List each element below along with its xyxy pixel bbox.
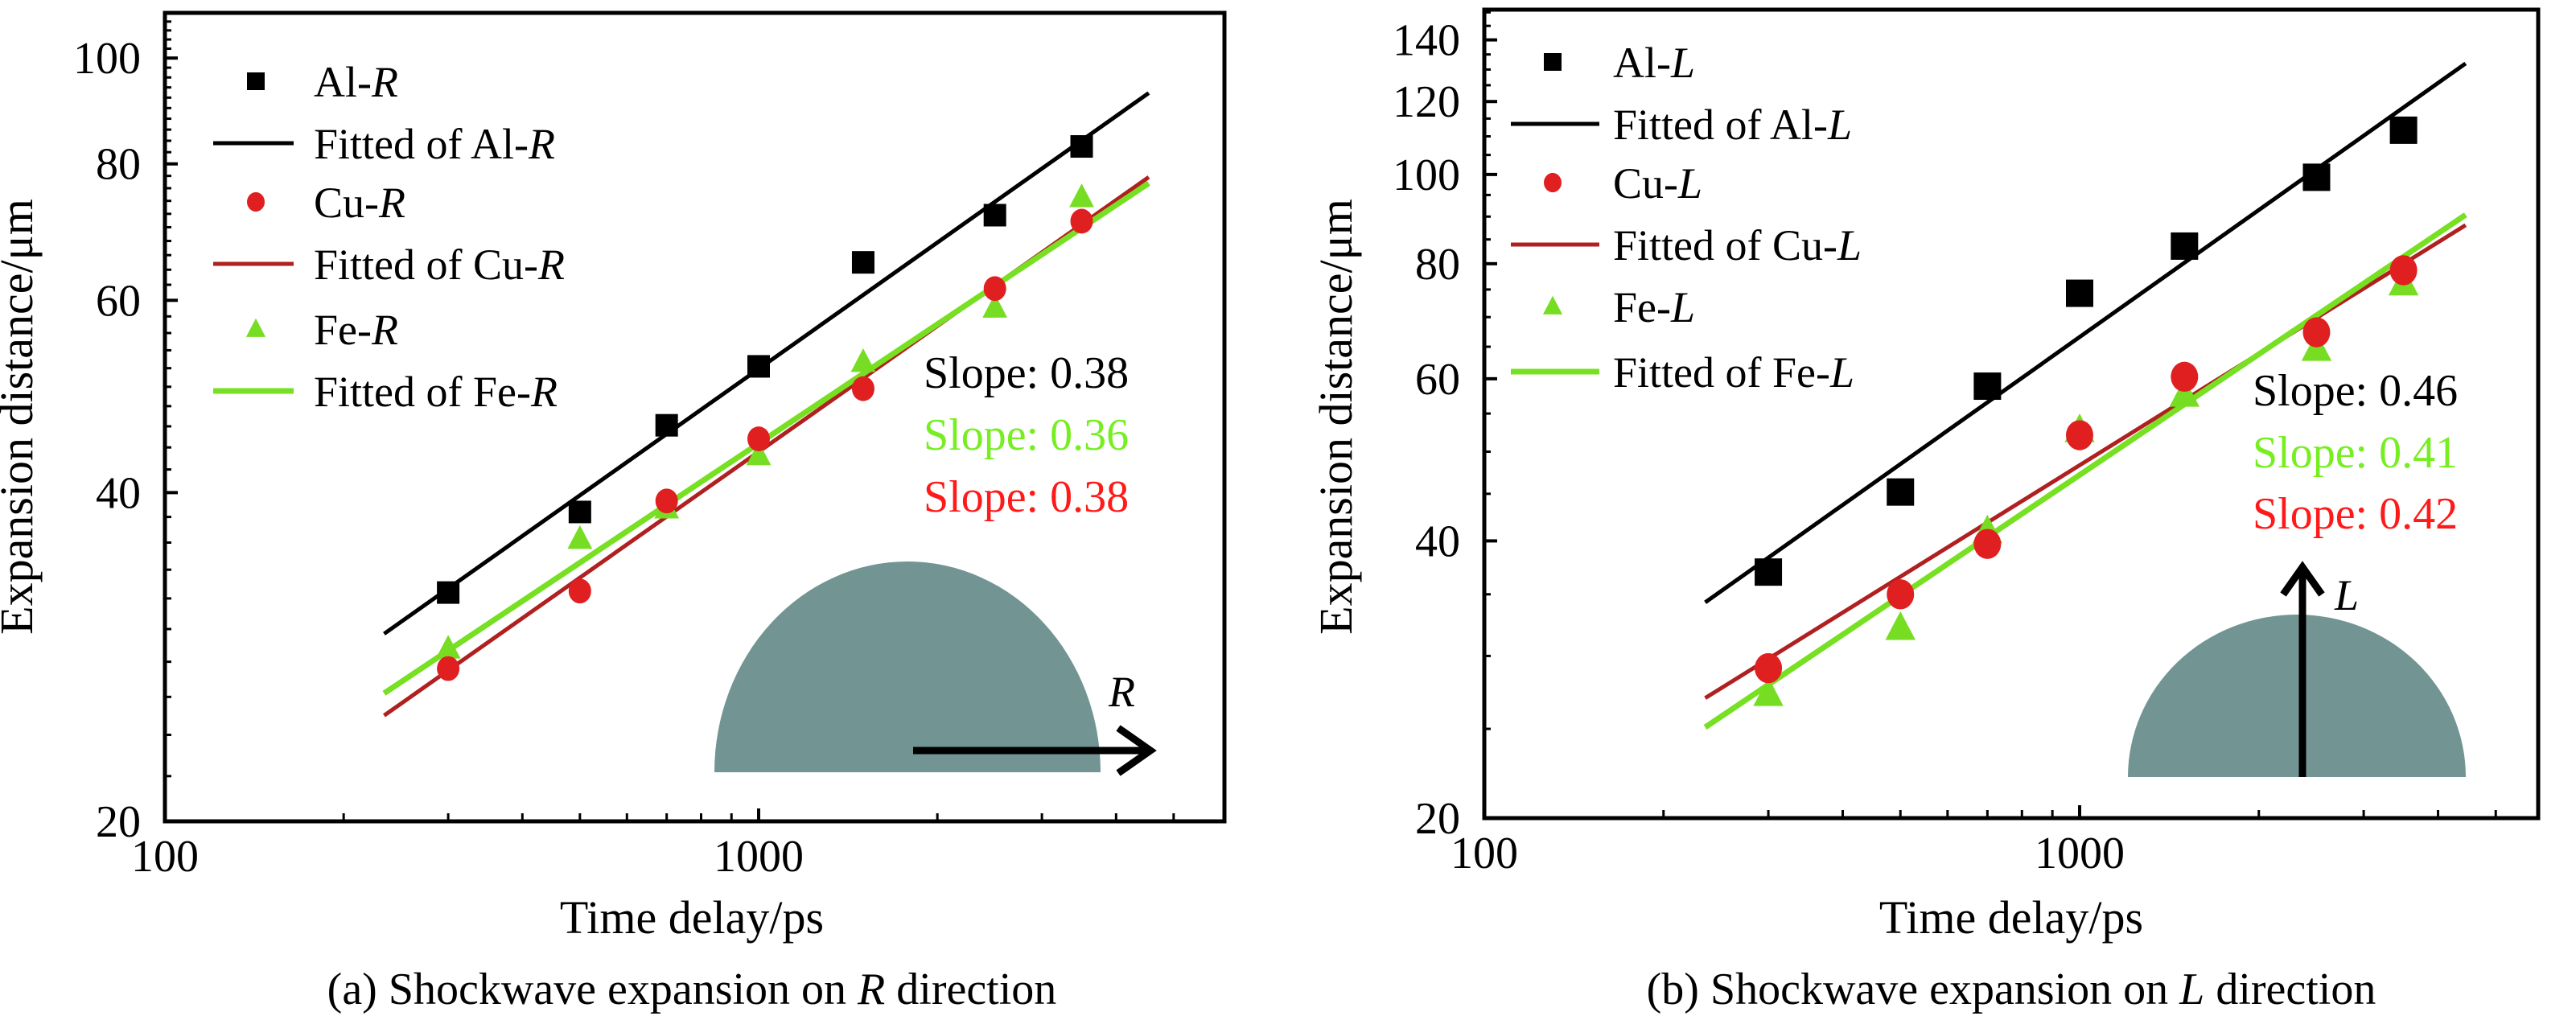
legend-label: Fe-L: [1613, 283, 1695, 331]
legend-label: Al-L: [1613, 39, 1695, 87]
fit-line-fitted-of-al-l: [1704, 61, 2467, 604]
data-point-cu-l: [2389, 255, 2418, 286]
y-tick-label: 20: [1415, 794, 1460, 844]
data-point-al-r: [983, 204, 1006, 227]
arrow-head-icon: [1116, 725, 1157, 776]
legend-marker-fe-l: [1542, 295, 1563, 315]
legend-marker-al-l: [1544, 53, 1562, 71]
slope-annotation: Slope: 0.36: [924, 410, 1129, 460]
data-point-fe-l: [2169, 377, 2200, 407]
arrow-head-icon: [2280, 561, 2325, 597]
legend-label: Fitted of Al-R: [314, 120, 555, 168]
data-point-fe-r: [982, 294, 1008, 318]
data-point-al-r: [568, 500, 591, 524]
data-point-al-l: [2302, 163, 2331, 191]
slope-annotation: Slope: 0.38: [924, 348, 1129, 398]
legend-marker-fe-r: [245, 318, 266, 337]
data-point-cu-r: [437, 656, 460, 681]
y-tick-label: 140: [1393, 16, 1460, 66]
legend-label: Fitted of Cu-R: [314, 241, 565, 289]
inset-direction-label: L: [2334, 571, 2359, 619]
data-point-fe-r: [850, 348, 876, 372]
slope-annotation: Slope: 0.41: [2253, 428, 2458, 478]
y-tick-label: 40: [96, 468, 141, 518]
chart-panel-a: R 20 40 60 80 100 100 1000 Time delay/ps Expansio…: [0, 10, 1227, 1014]
data-point-al-r: [437, 581, 460, 604]
data-point-cu-r: [655, 488, 678, 514]
data-point-al-r: [851, 251, 874, 274]
data-point-fe-r: [1069, 183, 1094, 208]
data-point-fe-l: [1885, 611, 1916, 640]
x-tick-label: 1000: [714, 832, 804, 882]
legend-label: Fitted of Al-L: [1613, 101, 1852, 149]
data-point-al-r: [1070, 135, 1093, 158]
data-point-al-r: [747, 355, 770, 378]
y-axis-title: Expansion distance/μm: [1310, 199, 1362, 635]
shockwave-inset-shape: [2128, 615, 2466, 777]
y-tick-label: 120: [1393, 77, 1460, 127]
data-point-cu-l: [2066, 420, 2093, 450]
y-tick-label: 80: [1415, 240, 1460, 290]
data-point-cu-r: [851, 376, 874, 401]
slope-annotation: Slope: 0.46: [2253, 366, 2458, 416]
data-point-al-l: [1973, 372, 2002, 401]
y-tick-label: 40: [1415, 516, 1460, 566]
data-point-fe-r: [567, 524, 593, 549]
data-point-cu-l: [1973, 529, 2002, 559]
x-tick-label: 1000: [2035, 829, 2125, 878]
data-point-cu-l: [2302, 317, 2331, 348]
data-point-al-r: [655, 413, 678, 437]
legend-label: Fe-R: [314, 306, 398, 354]
data-point-cu-l: [1755, 652, 1783, 684]
slope-annotation: Slope: 0.38: [924, 472, 1129, 522]
data-point-cu-r: [1070, 208, 1093, 234]
data-point-cu-l: [1887, 579, 1915, 610]
data-point-al-l: [2171, 232, 2199, 260]
data-point-cu-l: [2171, 361, 2199, 393]
fit-line-fitted-of-fe-l: [1703, 212, 2467, 730]
legend-label: Fitted of Cu-L: [1613, 221, 1862, 269]
y-tick-label: 60: [96, 276, 141, 326]
data-point-al-l: [1887, 478, 1915, 506]
inset-direction-label: R: [1108, 668, 1135, 716]
y-tick-label: 60: [1415, 355, 1460, 405]
x-axis-title: Time delay/ps: [1879, 891, 2143, 944]
legend-label: Fitted of Fe-R: [314, 368, 558, 416]
legend-label: Fitted of Fe-L: [1613, 348, 1854, 397]
data-point-al-l: [1755, 558, 1783, 586]
slope-annotation: Slope: 0.42: [2253, 489, 2458, 539]
y-tick-label: 100: [73, 34, 141, 84]
data-point-cu-r: [568, 578, 591, 604]
plot-frame: [163, 10, 1227, 824]
y-axis-title: Expansion distance/μm: [0, 199, 43, 635]
figure-caption: (a) Shockwave expansion on R direction: [327, 965, 1057, 1014]
data-point-fe-l: [1753, 677, 1784, 706]
legend-label: Al-R: [314, 58, 398, 106]
x-tick-label: 100: [131, 832, 199, 882]
data-point-al-l: [2389, 116, 2418, 144]
y-tick-label: 20: [96, 797, 141, 847]
fit-line-fitted-of-cu-l: [1704, 223, 2467, 700]
x-axis-title: Time delay/ps: [560, 891, 824, 944]
legend-label: Cu-L: [1613, 159, 1702, 208]
chart-panel-b: L 20 40 60 80 100 120 140 100 1000 Time delay/ps Ex…: [1310, 7, 2541, 1014]
y-tick-label: 80: [96, 140, 141, 190]
legend-marker-al-r: [247, 72, 265, 90]
shockwave-inset-shape: [714, 561, 1101, 772]
figure-caption: (b) Shockwave expansion on L direction: [1647, 965, 2376, 1014]
data-point-cu-r: [983, 276, 1006, 302]
y-tick-label: 100: [1393, 150, 1460, 200]
data-point-fe-r: [435, 635, 461, 659]
legend-marker-cu-r: [247, 191, 265, 212]
legend-marker-cu-l: [1544, 172, 1562, 193]
legend-label: Cu-R: [314, 179, 405, 227]
data-point-al-l: [2066, 279, 2093, 307]
x-tick-label: 100: [1451, 829, 1518, 878]
data-point-fe-r: [746, 441, 772, 466]
data-point-cu-r: [747, 426, 770, 451]
